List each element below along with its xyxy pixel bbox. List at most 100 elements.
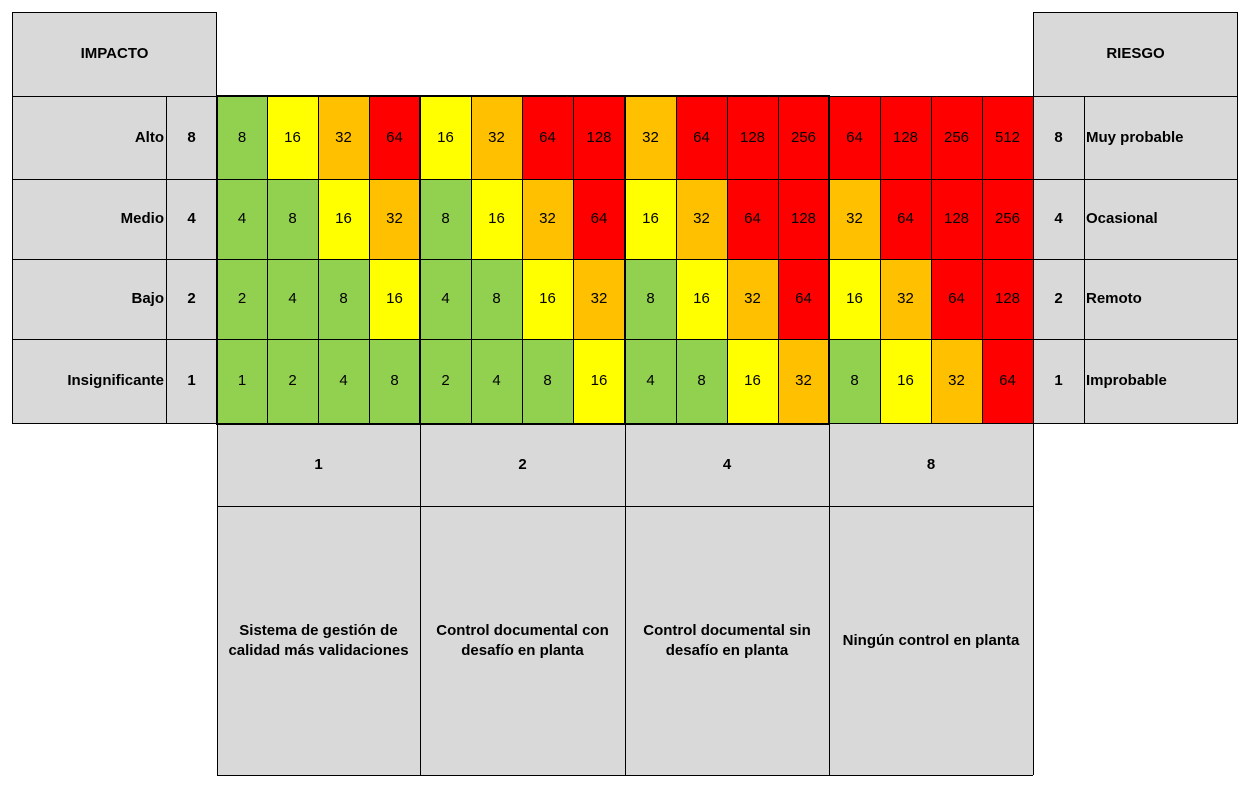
matrix-cell: 4: [267, 259, 318, 339]
grid-line: [217, 96, 218, 423]
matrix-cell: 128: [982, 259, 1033, 339]
matrix-cell: 8: [829, 339, 880, 423]
grid-line: [420, 96, 421, 423]
grid-line: [522, 96, 523, 423]
grid-line: [1033, 423, 1034, 775]
matrix-cell: 8: [420, 179, 471, 259]
control-value: 4: [625, 423, 829, 506]
matrix-cell: 16: [625, 179, 676, 259]
risk-label: Improbable: [1084, 339, 1238, 423]
impacto-header: IMPACTO: [12, 12, 217, 96]
matrix-cell: 8: [318, 259, 369, 339]
matrix-cell: 64: [573, 179, 625, 259]
riesgo-header: RIESGO: [1033, 12, 1238, 96]
matrix-cell: 64: [880, 179, 931, 259]
matrix-cell: 128: [880, 96, 931, 179]
control-description: Ningún control en planta: [829, 506, 1033, 775]
matrix-cell: 16: [522, 259, 573, 339]
control-description: Control documental con desafío en planta: [420, 506, 625, 775]
impact-label: Bajo: [12, 259, 166, 339]
matrix-cell: 8: [522, 339, 573, 423]
matrix-cell: 64: [522, 96, 573, 179]
impact-value: 4: [166, 179, 217, 259]
matrix-cell: 16: [471, 179, 522, 259]
grid-line: [727, 96, 728, 423]
grid-line: [880, 96, 881, 423]
grid-line: [829, 423, 830, 775]
matrix-cell: 128: [573, 96, 625, 179]
matrix-cell: 32: [727, 259, 778, 339]
matrix-cell: 4: [471, 339, 522, 423]
matrix-cell: 64: [982, 339, 1033, 423]
matrix-cell: 32: [880, 259, 931, 339]
matrix-cell: 2: [420, 339, 471, 423]
impact-label: Insignificante: [12, 339, 166, 423]
risk-label: Remoto: [1084, 259, 1238, 339]
impacto-header-label: IMPACTO: [80, 45, 149, 62]
grid-line: [217, 775, 1033, 776]
impact-value: 2: [166, 259, 217, 339]
impact-value: 1: [166, 339, 217, 423]
matrix-cell: 64: [829, 96, 880, 179]
grid-line: [217, 423, 218, 775]
risk-value: 1: [1033, 339, 1084, 423]
grid-line: [471, 96, 472, 423]
grid-line: [829, 96, 830, 423]
matrix-cell: 32: [369, 179, 420, 259]
matrix-cell: 16: [880, 339, 931, 423]
matrix-cell: 8: [471, 259, 522, 339]
grid-line: [318, 96, 319, 423]
grid-line: [267, 96, 268, 423]
grid-line: [573, 96, 574, 423]
matrix-cell: 2: [267, 339, 318, 423]
grid-line: [1084, 96, 1085, 423]
grid-line: [369, 96, 370, 423]
grid-line: [12, 12, 13, 423]
matrix-cell: 128: [931, 179, 982, 259]
matrix-cell: 256: [778, 96, 829, 179]
matrix-cell: 16: [727, 339, 778, 423]
matrix-cell: 256: [931, 96, 982, 179]
control-value: 2: [420, 423, 625, 506]
matrix-cell: 64: [727, 179, 778, 259]
control-value: 8: [829, 423, 1033, 506]
matrix-cell: 32: [931, 339, 982, 423]
risk-label: Ocasional: [1084, 179, 1238, 259]
grid-line: [1033, 96, 1034, 423]
risk-value: 2: [1033, 259, 1084, 339]
matrix-cell: 64: [778, 259, 829, 339]
matrix-cell: 16: [676, 259, 727, 339]
impact-label: Medio: [12, 179, 166, 259]
matrix-cell: 4: [318, 339, 369, 423]
matrix-cell: 16: [420, 96, 471, 179]
matrix-cell: 16: [573, 339, 625, 423]
grid-line: [1033, 12, 1034, 96]
grid-line: [625, 96, 626, 423]
matrix-cell: 16: [829, 259, 880, 339]
matrix-cell: 64: [931, 259, 982, 339]
matrix-cell: 4: [420, 259, 471, 339]
grid-line: [625, 423, 626, 775]
grid-line: [931, 96, 932, 423]
risk-value: 8: [1033, 96, 1084, 179]
matrix-cell: 64: [369, 96, 420, 179]
grid-line: [1033, 12, 1238, 13]
matrix-cell: 16: [267, 96, 318, 179]
grid-line: [12, 12, 217, 13]
matrix-cell: 16: [318, 179, 369, 259]
matrix-cell: 4: [625, 339, 676, 423]
matrix-cell: 64: [676, 96, 727, 179]
matrix-cell: 32: [829, 179, 880, 259]
matrix-cell: 128: [727, 96, 778, 179]
matrix-cell: 8: [267, 179, 318, 259]
impact-label: Alto: [12, 96, 166, 179]
matrix-cell: 32: [676, 179, 727, 259]
matrix-cell: 32: [522, 179, 573, 259]
control-description: Sistema de gestión de calidad más valida…: [217, 506, 420, 775]
grid-line: [1237, 12, 1238, 423]
matrix-cell: 32: [625, 96, 676, 179]
matrix-cell: 8: [625, 259, 676, 339]
grid-line: [676, 96, 677, 423]
grid-line: [166, 96, 167, 423]
matrix-cell: 1: [217, 339, 267, 423]
